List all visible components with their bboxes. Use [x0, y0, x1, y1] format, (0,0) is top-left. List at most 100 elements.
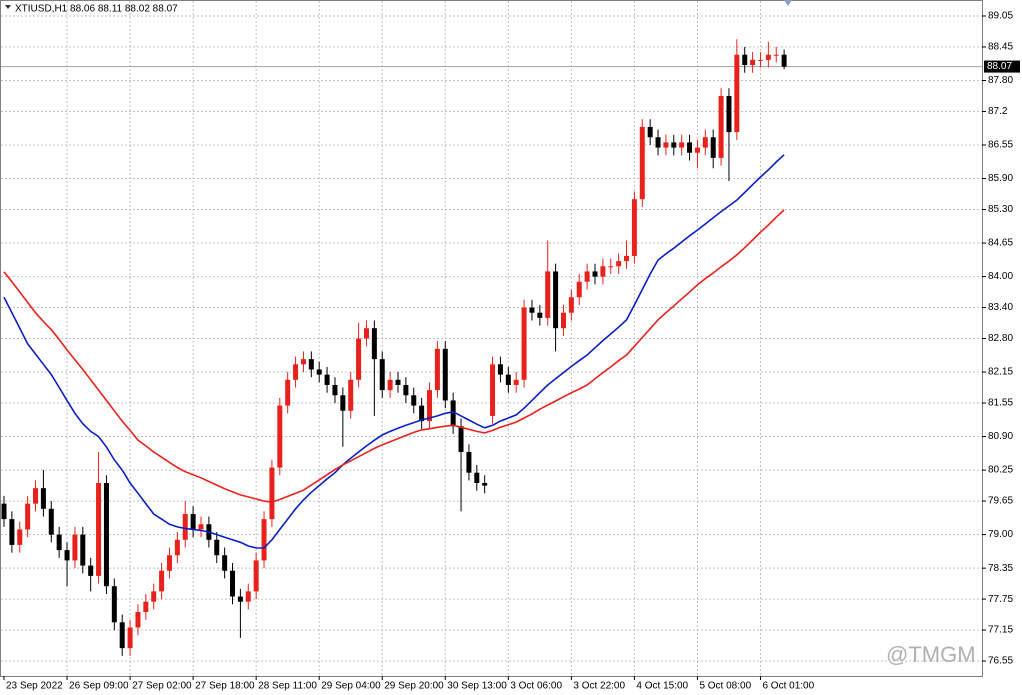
candle-body: [576, 281, 582, 298]
candle-body: [458, 426, 464, 453]
y-tick-label: 88.45: [988, 42, 1013, 53]
candle-body: [773, 54, 779, 56]
candle-body: [505, 374, 511, 385]
candle-body: [25, 503, 31, 530]
candle-body: [237, 596, 243, 602]
candle-body: [781, 54, 787, 67]
y-tick-label: 87.2: [988, 106, 1008, 117]
candle-body: [624, 255, 630, 262]
candle-body: [513, 379, 519, 385]
candle-body: [96, 483, 102, 576]
candle-body: [450, 400, 456, 427]
candle-body: [230, 570, 236, 597]
candle-body: [490, 364, 496, 416]
candle-body: [159, 570, 165, 592]
candle-body: [631, 199, 637, 256]
watermark: @TMGM: [886, 642, 976, 667]
candle-body: [521, 307, 527, 380]
candle-body: [694, 147, 700, 153]
moving-average: [3, 154, 785, 549]
candle-body: [198, 524, 204, 530]
x-tick-label: 27 Sep 02:00: [132, 681, 192, 692]
x-tick-label: 29 Sep 04:00: [321, 681, 381, 692]
x-tick-label: 29 Sep 20:00: [384, 681, 444, 692]
candle-body: [190, 513, 196, 530]
candle-body: [80, 534, 86, 566]
candle-body: [174, 539, 180, 556]
candle-body: [261, 519, 267, 561]
candle-body: [710, 137, 716, 158]
candle-body: [742, 54, 748, 66]
candle-body: [332, 384, 338, 396]
y-tick-label: 86.55: [988, 140, 1013, 151]
y-tick-label: 87.80: [988, 75, 1013, 86]
candle-body: [442, 348, 448, 401]
plot-frame: [0, 0, 983, 677]
price-label-box: [984, 60, 1020, 73]
candle-body: [419, 405, 425, 422]
y-tick-label: 84.00: [988, 271, 1013, 282]
candle-body: [308, 359, 314, 370]
candle-body: [671, 142, 677, 148]
y-tick-label: 77.15: [988, 625, 1013, 636]
candle-body: [718, 95, 724, 158]
candle-body: [466, 452, 472, 473]
candle-body: [387, 379, 393, 391]
candle-body: [356, 338, 362, 380]
candle-body: [285, 379, 291, 406]
candle-body: [64, 550, 70, 561]
x-tick-label: 26 Sep 09:00: [69, 681, 129, 692]
candle-body: [663, 142, 669, 148]
y-tick-label: 85.90: [988, 173, 1013, 184]
candle-body: [482, 483, 488, 486]
y-tick-label: 78.35: [988, 563, 1013, 574]
candle-body: [182, 513, 188, 540]
candle-body: [734, 54, 740, 133]
y-tick-label: 82.80: [988, 333, 1013, 344]
candle-body: [127, 627, 133, 649]
candle-body: [474, 472, 480, 484]
candle-body: [545, 271, 551, 318]
candle-body: [33, 488, 39, 504]
y-tick-label: 79.00: [988, 529, 1013, 540]
shift-marker: [784, 0, 792, 6]
candle-body: [293, 364, 299, 380]
x-tick-label: 27 Sep 18:00: [195, 681, 255, 692]
price-label: 88.07: [987, 61, 1012, 72]
candle-body: [363, 328, 369, 339]
candle-body: [679, 142, 685, 148]
candle-body: [72, 534, 78, 561]
candle-body: [537, 312, 543, 318]
candle-body: [214, 539, 220, 556]
y-tick-label: 83.40: [988, 302, 1013, 313]
candle-body: [119, 622, 125, 649]
candle-body: [560, 312, 566, 329]
candle-body: [56, 534, 62, 551]
candle-body: [340, 395, 346, 411]
x-tick-label: 23 Sep 2022: [6, 681, 63, 692]
candle-body: [600, 266, 606, 277]
candle-body: [647, 126, 653, 138]
y-tick-label: 82.15: [988, 367, 1013, 378]
y-tick-label: 89.05: [988, 11, 1013, 22]
x-tick-label: 30 Sep 13:00: [447, 681, 507, 692]
chart-title: XTIUSD,H1 88.06 88.11 88.02 88.07: [15, 4, 178, 15]
candle-body: [592, 271, 598, 277]
moving-average: [3, 209, 785, 503]
candle-body: [395, 379, 401, 385]
candle-body: [324, 374, 330, 385]
candle-body: [9, 519, 15, 545]
y-tick-label: 79.65: [988, 496, 1013, 507]
x-tick-label: 5 Oct 08:00: [699, 681, 751, 692]
candle-body: [757, 59, 763, 61]
candle-body: [348, 379, 354, 411]
candle-body: [687, 142, 693, 153]
candle-body: [411, 395, 417, 406]
candle-body: [434, 348, 440, 391]
candle-body: [529, 307, 535, 313]
candle-body: [765, 54, 771, 60]
candle-body: [371, 328, 377, 360]
candle-body: [222, 555, 228, 571]
